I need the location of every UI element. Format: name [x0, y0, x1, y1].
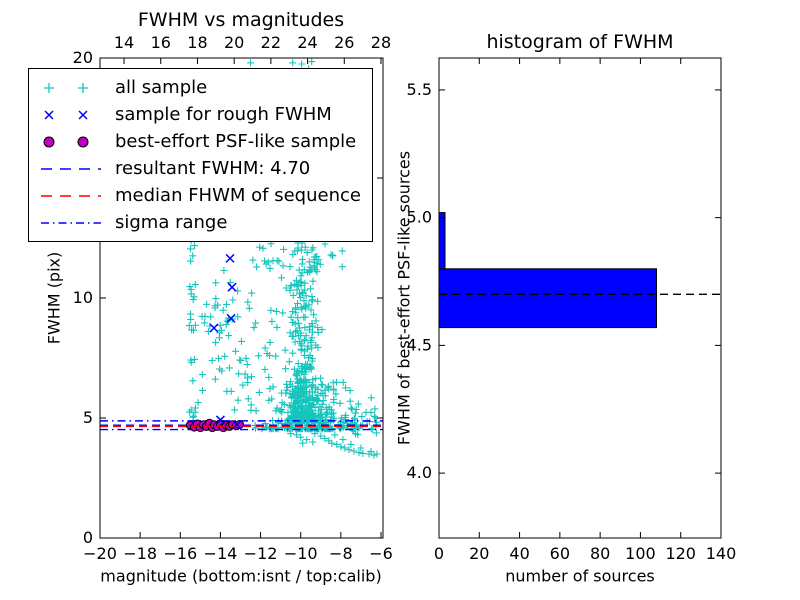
ytick-label: 0	[83, 528, 93, 547]
xtick-label: −20	[83, 544, 117, 563]
right-plot-frame	[438, 57, 722, 539]
xtick-label: 20	[469, 544, 489, 563]
legend-label: sample for rough FWHM	[115, 104, 332, 125]
xtick-label: 80	[590, 544, 610, 563]
right-plot-title: histogram of FWHM	[486, 31, 674, 53]
hist-bar	[438, 212, 446, 270]
xtick-label: −16	[163, 544, 197, 563]
top-tick-label: 14	[114, 33, 134, 52]
top-tick-label: 16	[151, 33, 171, 52]
top-tick-label: 28	[371, 33, 391, 52]
legend-item: all sample	[37, 74, 372, 101]
right-plot: 0 20 40 60 80 100 120 140 4.0 4.5 5.0 5.5	[407, 57, 736, 563]
xtick-label: 140	[706, 544, 737, 563]
legend-label: best-effort PSF-like sample	[115, 131, 357, 152]
circle-icon	[43, 136, 55, 147]
xtick-label: −8	[329, 544, 353, 563]
xtick-label: −18	[123, 544, 157, 563]
top-tick-label: 18	[187, 33, 207, 52]
legend-item: median FHWM of sequence	[37, 182, 372, 209]
legend-marker	[41, 167, 101, 170]
legend-item: resultant FWHM: 4.70	[37, 155, 372, 182]
legend-marker	[41, 221, 101, 224]
ytick-label: 4.5	[407, 335, 432, 354]
left-plot-top-ticks: 14 16 18 20 22 24 26 28	[114, 33, 391, 64]
hist-bar	[438, 268, 657, 329]
rough-sample-points	[209, 253, 242, 430]
legend-label: resultant FWHM: 4.70	[115, 158, 311, 179]
xtick-label: 40	[509, 544, 529, 563]
xtick-label: 120	[665, 544, 696, 563]
x-icon	[44, 109, 88, 120]
legend-marker	[44, 82, 88, 93]
circle-icon	[77, 136, 89, 147]
legend-marker	[41, 194, 101, 197]
ytick-label: 5.0	[407, 208, 432, 227]
ytick-label: 10	[73, 288, 93, 307]
xtick-label: −6	[369, 544, 393, 563]
ytick-label: 4.0	[407, 463, 432, 482]
legend-label: sigma range	[115, 212, 228, 233]
legend-marker	[43, 136, 89, 147]
xtick-label: −14	[204, 544, 238, 563]
legend-box: all sample sample for rough FWHM best-effo…	[28, 68, 373, 242]
top-tick-label: 24	[297, 33, 317, 52]
xtick-label: −10	[284, 544, 318, 563]
xtick-label: 0	[434, 544, 444, 563]
legend-marker	[44, 109, 88, 120]
xtick-label: 60	[550, 544, 570, 563]
left-plot: −20 −18 −16 −14 −12 −10 −8 −6 14 16 18 20 22 24 26 28 0 5…	[73, 33, 393, 563]
left-plot-title: FWHM vs magnitudes	[137, 9, 345, 31]
ytick-label: 5.5	[407, 80, 432, 99]
xtick-label: 100	[625, 544, 656, 563]
left-plot-xticks: −20 −18 −16 −14 −12 −10 −8 −6	[83, 532, 393, 563]
right-plot-xticks: 0 20 40 60 80 100 120 140	[434, 58, 736, 563]
legend-item: sigma range	[37, 209, 372, 236]
top-tick-label: 20	[224, 33, 244, 52]
right-plot-yticks: 4.0 4.5 5.0 5.5	[407, 80, 721, 482]
ytick-label: 5	[83, 408, 93, 427]
legend-item: sample for rough FWHM	[37, 101, 372, 128]
ytick-label: 20	[73, 48, 93, 67]
xtick-label: −12	[244, 544, 278, 563]
right-plot-ylabel: FWHM of best-effort PSF-like sources	[394, 150, 414, 446]
legend-item: best-effort PSF-like sample	[37, 128, 372, 155]
legend-label: median FHWM of sequence	[115, 185, 361, 206]
histogram-bars	[438, 212, 657, 329]
legend-label: all sample	[115, 77, 208, 98]
right-plot-xlabel: number of sources	[505, 566, 655, 586]
left-plot-ylabel: FWHM (pix)	[44, 251, 64, 345]
top-tick-label: 22	[261, 33, 281, 52]
left-plot-xlabel: magnitude (bottom:isnt / top:calib)	[100, 566, 382, 586]
plus-icon	[44, 82, 88, 93]
top-tick-label: 26	[334, 33, 354, 52]
psf-sample-points	[185, 418, 244, 433]
